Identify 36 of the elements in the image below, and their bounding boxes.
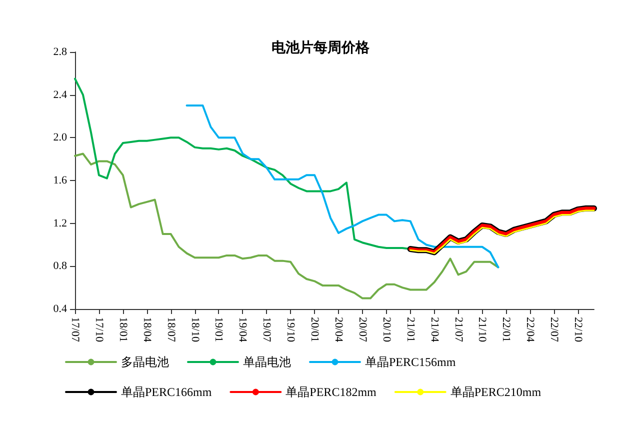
y-tick-label: 2.4	[53, 88, 68, 101]
x-tick-label: 22/01	[500, 317, 512, 342]
x-tick-label: 22/04	[524, 317, 536, 343]
x-tick-label: 21/04	[428, 317, 440, 343]
x-tick-label: 19/01	[212, 317, 225, 342]
x-tick-label: 22/07	[548, 317, 560, 343]
x-tick-label: 20/04	[332, 317, 344, 343]
legend-label: 单晶PERC182mm	[286, 385, 378, 399]
x-tick-label: 18/07	[164, 317, 177, 343]
x-tick-label: 17/07	[69, 317, 81, 343]
legend-label: 单晶电池	[243, 355, 291, 369]
x-tick-label: 21/01	[404, 317, 416, 342]
x-tick-label: 19/10	[284, 317, 297, 343]
legend-label: 单晶PERC156mm	[365, 355, 456, 369]
y-tick-label: 0.4	[53, 303, 68, 315]
y-tick-label: 2.8	[53, 46, 68, 58]
x-tick-label: 18/01	[116, 317, 129, 342]
legend-label: 多晶电池	[121, 355, 169, 369]
x-tick-label: 19/07	[260, 317, 273, 343]
x-tick-label: 20/07	[356, 317, 368, 343]
x-tick-label: 21/10	[476, 317, 488, 343]
legend-label: 单晶PERC210mm	[450, 385, 542, 399]
x-tick-label: 19/04	[236, 317, 249, 343]
y-tick-label: 1.2	[53, 217, 67, 230]
chart-title: 电池片每周价格	[272, 40, 370, 56]
x-tick-label: 20/01	[308, 317, 321, 342]
x-tick-label: 21/07	[452, 317, 464, 343]
x-tick-label: 22/10	[572, 317, 584, 343]
x-tick-label: 18/10	[188, 317, 201, 343]
x-tick-label: 17/10	[92, 317, 105, 343]
x-tick-label: 20/10	[380, 317, 392, 343]
legend-label: 单晶PERC166mm	[121, 385, 212, 399]
y-tick-label: 1.6	[53, 174, 68, 186]
x-tick-label: 18/04	[140, 317, 153, 343]
y-tick-label: 0.8	[53, 260, 68, 272]
y-tick-label: 2.0	[53, 132, 68, 144]
